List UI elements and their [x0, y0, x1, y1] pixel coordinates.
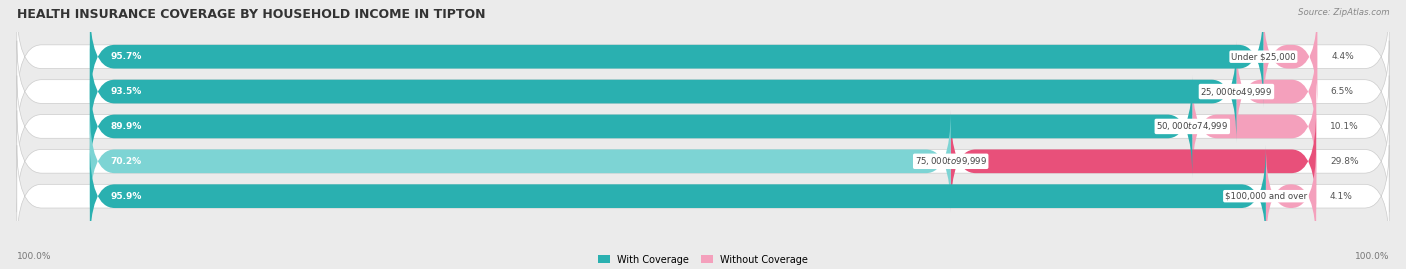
Text: 95.9%: 95.9%	[111, 192, 142, 201]
FancyBboxPatch shape	[90, 41, 1236, 143]
Text: $25,000 to $49,999: $25,000 to $49,999	[1201, 86, 1272, 98]
FancyBboxPatch shape	[17, 76, 1389, 177]
Text: HEALTH INSURANCE COVERAGE BY HOUSEHOLD INCOME IN TIPTON: HEALTH INSURANCE COVERAGE BY HOUSEHOLD I…	[17, 8, 485, 21]
FancyBboxPatch shape	[17, 145, 1389, 247]
FancyBboxPatch shape	[90, 145, 1265, 247]
FancyBboxPatch shape	[1236, 41, 1316, 143]
Legend: With Coverage, Without Coverage: With Coverage, Without Coverage	[593, 251, 813, 268]
Text: 100.0%: 100.0%	[1354, 252, 1389, 261]
FancyBboxPatch shape	[1264, 6, 1317, 108]
FancyBboxPatch shape	[90, 6, 1264, 108]
Text: $100,000 and over: $100,000 and over	[1225, 192, 1308, 201]
FancyBboxPatch shape	[1265, 145, 1316, 247]
FancyBboxPatch shape	[90, 110, 950, 212]
Text: Source: ZipAtlas.com: Source: ZipAtlas.com	[1298, 8, 1389, 17]
FancyBboxPatch shape	[1192, 76, 1316, 177]
FancyBboxPatch shape	[950, 110, 1316, 212]
Text: Under $25,000: Under $25,000	[1232, 52, 1296, 61]
FancyBboxPatch shape	[17, 6, 1389, 108]
Text: 6.5%: 6.5%	[1330, 87, 1353, 96]
FancyBboxPatch shape	[17, 41, 1389, 143]
Text: $75,000 to $99,999: $75,000 to $99,999	[915, 155, 987, 167]
Text: 29.8%: 29.8%	[1330, 157, 1358, 166]
Text: 89.9%: 89.9%	[111, 122, 142, 131]
Text: 100.0%: 100.0%	[17, 252, 52, 261]
Text: 4.4%: 4.4%	[1331, 52, 1354, 61]
Text: 93.5%: 93.5%	[111, 87, 142, 96]
Text: 10.1%: 10.1%	[1330, 122, 1358, 131]
Text: 70.2%: 70.2%	[111, 157, 142, 166]
Text: 4.1%: 4.1%	[1330, 192, 1353, 201]
FancyBboxPatch shape	[17, 110, 1389, 212]
FancyBboxPatch shape	[90, 76, 1192, 177]
Text: $50,000 to $74,999: $50,000 to $74,999	[1156, 121, 1229, 132]
Text: 95.7%: 95.7%	[111, 52, 142, 61]
